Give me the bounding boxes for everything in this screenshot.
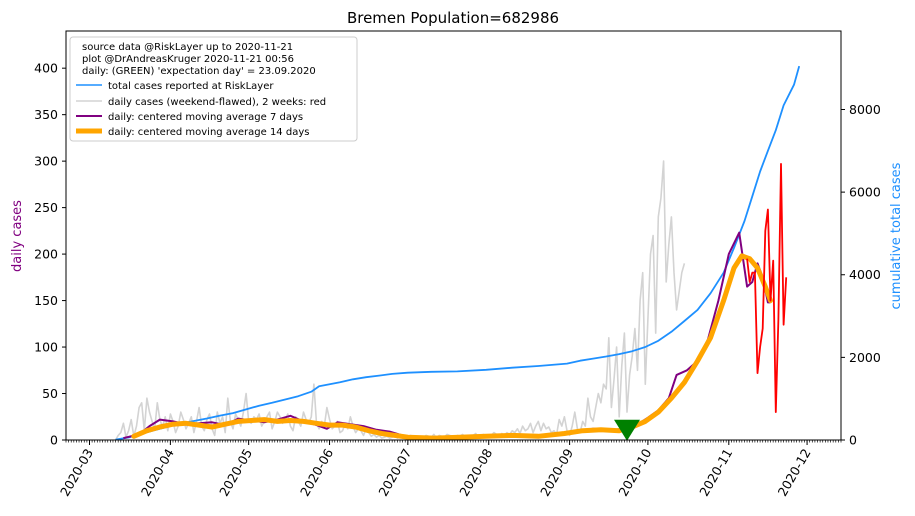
legend: source data @RiskLayer up to 2020-11-21 … [69, 36, 358, 142]
series-daily-cases [114, 160, 686, 440]
left-tick-label: 100 [34, 340, 58, 355]
legend-header-line-3: daily: (GREEN) 'expectation day' = 23.09… [82, 66, 316, 77]
legend-box [69, 36, 358, 142]
y-axis-label-left: daily cases [10, 200, 25, 272]
series-total-cases [115, 65, 801, 440]
left-tick-label: 250 [34, 200, 58, 215]
left-tick-label: 50 [42, 386, 58, 401]
legend-header-line-2: plot @DrAndreasKruger 2020-11-21 00:56 [82, 54, 294, 65]
chart-title: Bremen Population=682986 [347, 9, 559, 27]
x-tick-label: 2020-06 [297, 446, 336, 499]
right-tick-label: 2000 [849, 350, 881, 365]
right-tick-label: 4000 [849, 267, 881, 282]
x-tick-label: 2020-08 [456, 446, 495, 499]
right-tick-label: 0 [849, 433, 857, 448]
right-tick-label: 8000 [849, 102, 881, 117]
x-tick-label: 2020-05 [216, 446, 255, 499]
series-ma14 [131, 253, 773, 440]
x-tick-label: 2020-03 [57, 446, 96, 499]
x-tick-label: 2020-11 [696, 446, 735, 499]
series-layer [114, 65, 801, 440]
y-axis-label-right: cumulative total cases [889, 162, 904, 309]
left-tick-label: 350 [34, 107, 58, 122]
left-tick-label: 150 [34, 293, 58, 308]
left-tick-label: 300 [34, 154, 58, 169]
series-daily-recent [746, 162, 788, 414]
x-axis-ticks: 2020-03 2020-04 2020-05 2020-06 2020-07 2020-… [57, 440, 842, 499]
legend-entry-ma14: daily: centered moving average 14 days [108, 127, 309, 138]
plot-frame [65, 30, 842, 441]
legend-entry-total: total cases reported at RiskLayer [108, 81, 274, 92]
x-tick-label: 2020-09 [537, 446, 576, 499]
x-tick-label: 2020-07 [375, 446, 414, 499]
left-tick-label: 0 [50, 433, 58, 448]
legend-entry-daily: daily cases (weekend-flawed), 2 weeks: r… [108, 97, 326, 108]
plot-area [114, 65, 801, 440]
x-tick-label: 2020-10 [615, 446, 654, 499]
expectation-day-marker [614, 419, 640, 440]
right-tick-label: 6000 [849, 185, 881, 200]
legend-entry-ma7: daily: centered moving average 7 days [108, 112, 303, 123]
left-axis-ticks: 0 50 100 150 200 250 300 350 400 [34, 61, 66, 448]
left-tick-label: 400 [34, 61, 58, 76]
right-axis-ticks: 0 2000 4000 6000 8000 [841, 102, 881, 448]
x-tick-label: 2020-04 [138, 446, 177, 499]
x-tick-label: 2020-12 [775, 446, 814, 499]
legend-header-line-1: source data @RiskLayer up to 2020-11-21 [82, 42, 293, 53]
left-tick-label: 200 [34, 247, 58, 262]
